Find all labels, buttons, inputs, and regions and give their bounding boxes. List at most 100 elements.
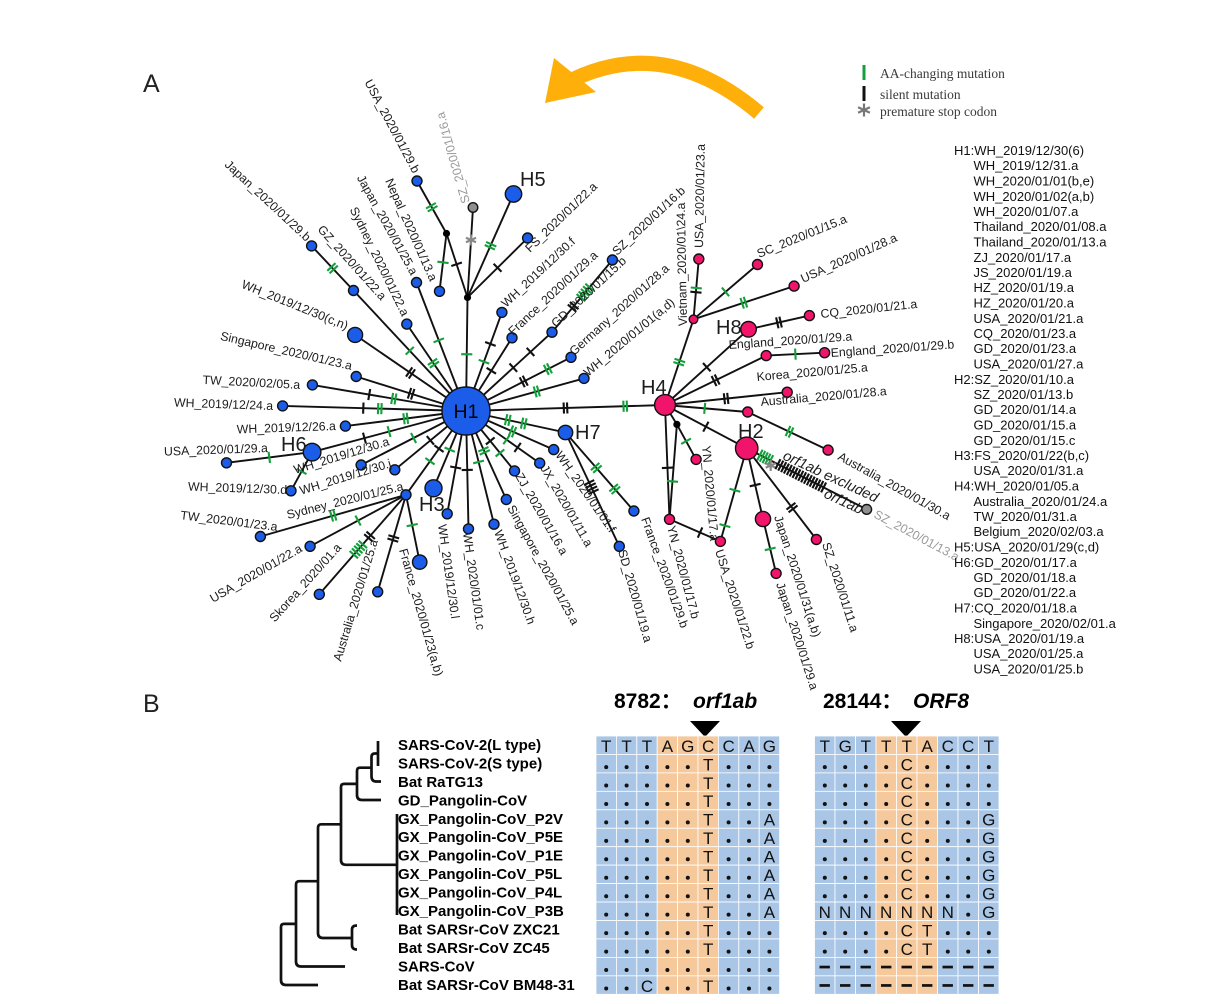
svg-text:B: B — [143, 690, 160, 718]
svg-text:silent mutation: silent mutation — [880, 87, 961, 102]
svg-text:WH_2020/01/07.a: WH_2020/01/07.a — [974, 204, 1080, 219]
svg-text:Singapore_2020/02/01.a: Singapore_2020/02/01.a — [974, 616, 1117, 631]
svg-text:GX_Pangolin-CoV_P1E: GX_Pangolin-CoV_P1E — [398, 848, 563, 865]
svg-text:T: T — [881, 737, 891, 756]
svg-text:JS_2020/01/19.a: JS_2020/01/19.a — [974, 265, 1073, 280]
svg-text:C: C — [962, 737, 974, 756]
svg-text:H3: H3 — [419, 494, 445, 516]
svg-text:Bat SARSr-CoV ZC45: Bat SARSr-CoV ZC45 — [398, 940, 550, 957]
svg-text:GD_2020/01/18.a: GD_2020/01/18.a — [974, 570, 1077, 585]
svg-text:GD_2020/01/15.c: GD_2020/01/15.c — [974, 433, 1076, 448]
svg-text:G: G — [982, 885, 995, 904]
svg-text:Bat RaTG13: Bat RaTG13 — [398, 774, 483, 791]
svg-text:C: C — [901, 940, 913, 959]
svg-text:A: A — [922, 737, 934, 756]
svg-text:SZ_2020/01/13.b: SZ_2020/01/13.b — [974, 387, 1074, 402]
svg-text:H8: H8 — [716, 317, 742, 339]
svg-text:H1:WH_2019/12/30(6): H1:WH_2019/12/30(6) — [954, 143, 1084, 158]
svg-text:GX_Pangolin-CoV_P2V: GX_Pangolin-CoV_P2V — [398, 811, 563, 828]
svg-text:HZ_2020/01/20.a: HZ_2020/01/20.a — [974, 296, 1075, 311]
svg-text:Thailand_2020/01/08.a: Thailand_2020/01/08.a — [974, 219, 1108, 234]
svg-text:T: T — [820, 737, 830, 756]
svg-text:CQ_2020/01/23.a: CQ_2020/01/23.a — [974, 326, 1077, 341]
svg-text:GD_2020/01/14.a: GD_2020/01/14.a — [974, 402, 1077, 417]
svg-text:WH_2019/12/31.a: WH_2019/12/31.a — [974, 158, 1080, 173]
svg-text:T: T — [922, 921, 932, 940]
svg-text:SARS-CoV-2(L type): SARS-CoV-2(L type) — [398, 737, 541, 754]
svg-text:A: A — [743, 737, 755, 756]
svg-text:H6:GD_2020/01/17.a: H6:GD_2020/01/17.a — [954, 555, 1078, 570]
svg-text:GD_Pangolin-CoV: GD_Pangolin-CoV — [398, 792, 527, 809]
svg-text:H1: H1 — [454, 401, 479, 423]
svg-text:T: T — [703, 848, 713, 867]
svg-text:ZJ_2020/01/17.a: ZJ_2020/01/17.a — [974, 250, 1072, 265]
svg-text:C: C — [901, 792, 913, 811]
svg-text:H6: H6 — [281, 434, 307, 456]
svg-text:H7: H7 — [575, 422, 601, 444]
svg-text:N: N — [942, 903, 954, 922]
svg-text:AA-changing mutation: AA-changing mutation — [880, 66, 1005, 81]
svg-text:H4:WH_2020/01/05.a: H4:WH_2020/01/05.a — [954, 479, 1080, 494]
svg-text:H5:USA_2020/01/29(c,d): H5:USA_2020/01/29(c,d) — [954, 540, 1099, 555]
svg-text:H2:SZ_2020/01/10.a: H2:SZ_2020/01/10.a — [954, 372, 1075, 387]
svg-text:USA_2020/01/31.a: USA_2020/01/31.a — [974, 463, 1085, 478]
svg-text:T: T — [703, 866, 713, 885]
svg-text:C: C — [901, 774, 913, 793]
svg-text:A: A — [764, 811, 776, 830]
svg-text:Bat SARSr-CoV BM48-31: Bat SARSr-CoV BM48-31 — [398, 977, 575, 994]
svg-text:N: N — [860, 903, 872, 922]
svg-text:C: C — [901, 885, 913, 904]
svg-text:T: T — [922, 940, 932, 959]
svg-text:A: A — [143, 70, 160, 98]
svg-text:C: C — [901, 921, 913, 940]
svg-text:C: C — [722, 737, 734, 756]
svg-text:A: A — [764, 866, 776, 885]
svg-text:T: T — [861, 737, 871, 756]
svg-text:A: A — [764, 903, 776, 922]
svg-text:T: T — [703, 940, 713, 959]
svg-text:Thailand_2020/01/13.a: Thailand_2020/01/13.a — [974, 235, 1108, 250]
svg-text:T: T — [703, 903, 713, 922]
svg-text:G: G — [982, 903, 995, 922]
svg-text:C: C — [942, 737, 954, 756]
svg-text:T: T — [601, 737, 611, 756]
svg-text:G: G — [982, 866, 995, 885]
svg-text:USA_2020/01/25.a: USA_2020/01/25.a — [974, 646, 1085, 661]
svg-text:G: G — [982, 811, 995, 830]
svg-text:T: T — [703, 829, 713, 848]
svg-text:T: T — [703, 977, 713, 996]
svg-text:A: A — [764, 848, 776, 867]
svg-text:G: G — [839, 737, 852, 756]
svg-text:orf1ab: orf1ab — [693, 690, 757, 713]
svg-text:N: N — [839, 903, 851, 922]
svg-text:USA_2020/01/25.b: USA_2020/01/25.b — [974, 662, 1084, 677]
svg-text:T: T — [642, 737, 652, 756]
svg-text:C: C — [901, 848, 913, 867]
svg-text:GX_Pangolin-CoV_P3B: GX_Pangolin-CoV_P3B — [398, 903, 564, 920]
svg-text:H4: H4 — [641, 377, 667, 399]
svg-text:A: A — [662, 737, 674, 756]
svg-text:SARS-CoV-2(S type): SARS-CoV-2(S type) — [398, 756, 542, 773]
svg-text:Bat SARSr-CoV ZXC21: Bat SARSr-CoV ZXC21 — [398, 922, 560, 939]
svg-text:G: G — [763, 737, 776, 756]
svg-text:GD_2020/01/15.a: GD_2020/01/15.a — [974, 418, 1077, 433]
svg-text:H5: H5 — [520, 169, 546, 191]
svg-text:premature stop codon: premature stop codon — [880, 104, 997, 119]
svg-text:WH_2020/01/01(b,e): WH_2020/01/01(b,e) — [974, 174, 1095, 189]
svg-text:TW_2020/01/31.a: TW_2020/01/31.a — [974, 509, 1078, 524]
svg-text:GX_Pangolin-CoV_P5E: GX_Pangolin-CoV_P5E — [398, 829, 563, 846]
svg-text:H8:USA_2020/01/19.a: H8:USA_2020/01/19.a — [954, 631, 1085, 646]
svg-text:G: G — [681, 737, 694, 756]
svg-text:ORF8: ORF8 — [913, 690, 969, 713]
svg-text:USA_2020/01/23.a: USA_2020/01/23.a — [692, 144, 708, 248]
svg-text:C: C — [641, 977, 653, 996]
svg-text:H2: H2 — [738, 421, 764, 443]
svg-text:A: A — [764, 885, 776, 904]
svg-text:Belgium_2020/02/03.a: Belgium_2020/02/03.a — [974, 524, 1105, 539]
svg-text:GX_Pangolin-CoV_P4L: GX_Pangolin-CoV_P4L — [398, 885, 562, 902]
svg-text:T: T — [621, 737, 631, 756]
svg-text:Australia_2020/01/24.a: Australia_2020/01/24.a — [974, 494, 1108, 509]
svg-text:USA_2020/01/21.a: USA_2020/01/21.a — [974, 311, 1085, 326]
svg-text:GX_Pangolin-CoV_P5L: GX_Pangolin-CoV_P5L — [398, 866, 562, 883]
svg-text:C: C — [901, 755, 913, 774]
